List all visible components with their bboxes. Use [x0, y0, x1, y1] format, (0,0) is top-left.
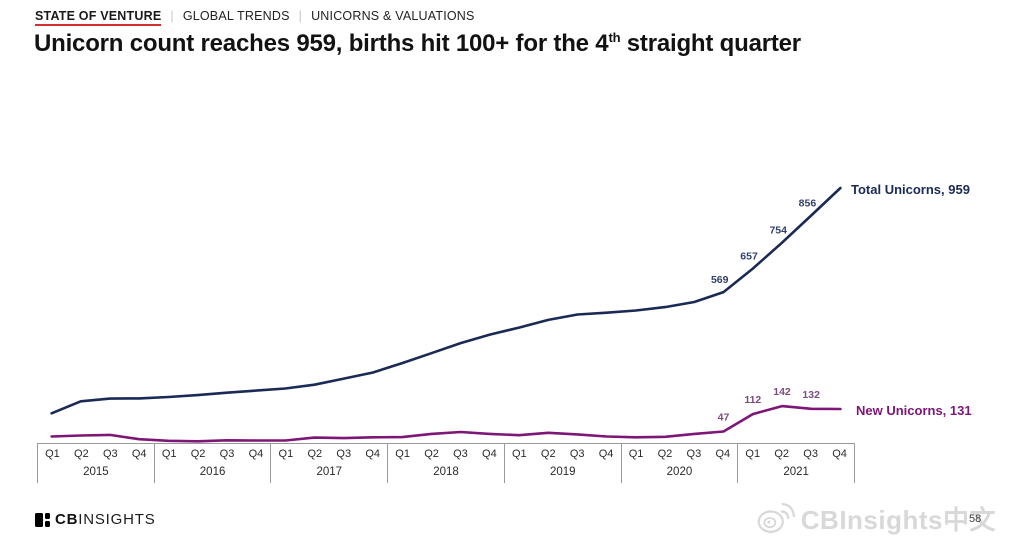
page-number: 58 [969, 513, 982, 525]
axis-year-label: 2019 [549, 466, 576, 478]
axis-quarter-label: Q2 [424, 448, 439, 460]
axis-quarter-label: Q2 [774, 448, 790, 460]
weibo-icon [757, 503, 795, 533]
cbinsights-logo: CBINSIGHTS [35, 511, 156, 528]
x-axis-year-group: Q1 Q2 Q3 Q4 2019 [505, 444, 622, 483]
axis-quarter-label: Q4 [482, 448, 497, 460]
new-unicorns-line [50, 404, 842, 443]
breadcrumb-section: STATE OF VENTURE [35, 9, 162, 26]
axis-year-label: 2016 [199, 466, 226, 478]
axis-quarter-label: Q4 [131, 448, 147, 460]
axis-quarter-label: Q3 [803, 448, 818, 460]
quarter-labels-row: Q1 Q2 Q3 Q4 [388, 448, 504, 460]
axis-quarter-label: Q2 [307, 448, 323, 460]
data-point-label: 569 [711, 274, 729, 286]
axis-quarter-label: Q3 [102, 448, 118, 460]
cbinsights-logo-text: CBINSIGHTS [55, 511, 156, 528]
quarter-labels-row: Q1 Q2 Q3 Q4 [38, 448, 154, 460]
x-axis-year-group: Q1 Q2 Q3 Q4 2018 [388, 444, 505, 483]
axis-quarter-label: Q3 [453, 448, 468, 460]
axis-quarter-label: Q4 [715, 448, 731, 460]
axis-quarter-label: Q2 [74, 448, 89, 460]
data-point-label: 856 [799, 198, 817, 210]
cbinsights-logo-icon [35, 512, 50, 527]
breadcrumb-separator: | [170, 9, 174, 23]
axis-quarter-label: Q3 [569, 448, 585, 460]
x-axis-year-group: Q1 Q2 Q3 Q4 2017 [271, 444, 389, 483]
axis-year-label: 2018 [433, 466, 459, 478]
quarter-labels-row: Q1 Q2 Q3 Q4 [155, 448, 271, 460]
x-axis-year-group: Q1 Q2 Q3 Q4 2020 [622, 444, 739, 483]
axis-year-label: 2020 [666, 466, 693, 478]
quarter-labels-row: Q1 Q2 Q3 Q4 [622, 448, 738, 460]
axis-quarter-label: Q3 [336, 448, 352, 460]
data-point-label: 754 [769, 225, 787, 237]
axis-quarter-label: Q2 [657, 448, 673, 460]
axis-quarter-label: Q2 [190, 448, 206, 460]
data-point-label: 112 [744, 394, 761, 406]
axis-quarter-label: Q1 [511, 448, 527, 460]
logo-text-light: INSIGHTS [78, 511, 156, 528]
x-axis: Q1 Q2 Q3 Q4 2015 Q1 Q2 Q3 Q4 2016 Q1 Q2 Q3 Q4 2017 Q1 Q2… [37, 443, 856, 483]
axis-year-label: 2017 [316, 466, 343, 478]
axis-quarter-label: Q4 [598, 448, 614, 460]
axis-year-label: 2015 [83, 466, 109, 478]
axis-quarter-label: Q3 [219, 448, 235, 460]
data-point-label: 47 [718, 412, 730, 424]
axis-quarter-label: Q4 [365, 448, 380, 460]
breadcrumb-item-unicorns-valuations: UNICORNS & VALUATIONS [311, 9, 475, 23]
data-point-label: 132 [802, 389, 820, 401]
axis-quarter-label: Q4 [832, 448, 847, 460]
breadcrumb-separator: | [298, 9, 303, 23]
watermark-text: CBInsights中文 [800, 504, 996, 535]
axis-quarter-label: Q4 [248, 448, 264, 460]
axis-quarter-label: Q3 [686, 448, 702, 460]
watermark: CBInsights中文 [756, 496, 996, 540]
total-unicorns-series-label: Total Unicorns, 959 [851, 182, 970, 197]
x-axis-year-group: Q1 Q2 Q3 Q4 2015 [38, 444, 155, 483]
quarter-labels-row: Q1 Q2 Q3 Q4 [505, 448, 621, 460]
axis-year-label: 2021 [783, 466, 809, 478]
x-axis-year-group: Q1 Q2 Q3 Q4 2021 [738, 444, 856, 483]
axis-quarter-label: Q1 [161, 448, 177, 460]
new-unicorns-series-label: New Unicorns, 131 [856, 403, 972, 418]
page-title-text: Unicorn count reaches 959, births hit 10… [34, 30, 609, 57]
quarter-labels-row: Q1 Q2 Q3 Q4 [271, 448, 387, 460]
breadcrumb: STATE OF VENTURE | GLOBAL TRENDS | UNICO… [35, 9, 475, 26]
quarter-labels-row: Q1 Q2 Q3 Q4 [738, 448, 854, 460]
logo-text-bold: CB [55, 511, 79, 528]
breadcrumb-item-global-trends: GLOBAL TRENDS [182, 9, 290, 23]
axis-quarter-label: Q1 [45, 448, 60, 460]
axis-quarter-label: Q1 [278, 448, 294, 460]
total-unicorns-line [50, 186, 842, 415]
axis-quarter-label: Q2 [540, 448, 556, 460]
axis-quarter-label: Q1 [745, 448, 761, 460]
page-title: Unicorn count reaches 959, births hit 10… [34, 30, 801, 58]
data-point-label: 657 [740, 251, 758, 263]
page-title-text: straight quarter [620, 30, 801, 57]
x-axis-year-group: Q1 Q2 Q3 Q4 2016 [155, 444, 272, 483]
axis-quarter-label: Q1 [628, 448, 644, 460]
axis-quarter-label: Q1 [395, 448, 410, 460]
page-title-superscript: th [608, 30, 621, 45]
data-point-label: 142 [773, 386, 791, 398]
